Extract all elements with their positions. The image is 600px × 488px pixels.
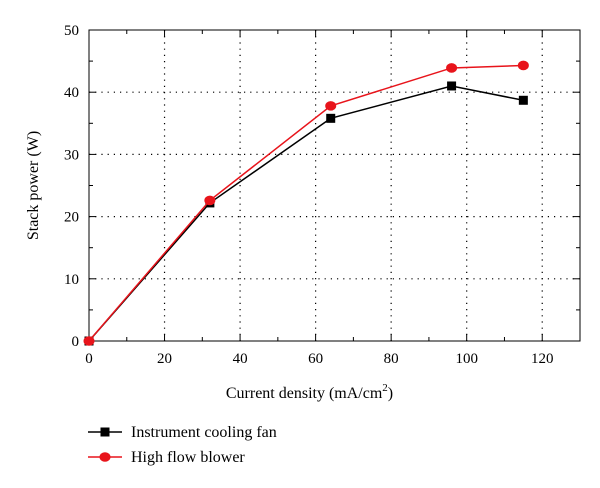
x-tick-label: 120: [531, 351, 554, 367]
series-2: [83, 60, 529, 346]
x-axis-title-suffix: ): [388, 385, 393, 402]
legend-marker: [99, 452, 111, 462]
y-tick-label: 40: [64, 85, 79, 101]
y-tick-label: 0: [72, 334, 80, 350]
x-tick-labels: 0 20 40 60 80 100 120: [85, 351, 553, 367]
legend-marker: [100, 427, 110, 437]
y-tick-label: 10: [64, 272, 79, 288]
data-point: [326, 113, 336, 123]
data-point: [517, 60, 529, 71]
x-tick-label: 60: [308, 351, 323, 367]
x-axis-title: Current density (mA/cm2): [226, 382, 393, 402]
y-axis-title: Stack power (W): [25, 131, 42, 240]
legend-item: Instrument cooling fan: [88, 424, 277, 441]
data-point: [446, 63, 458, 73]
x-axis-title-main: Current density (mA/cm: [226, 385, 383, 402]
y-tick-labels: 0 10 20 30 40 50: [64, 23, 79, 350]
x-tick-label: 80: [384, 351, 399, 367]
data-point: [83, 336, 95, 346]
legend-item: High flow blower: [88, 449, 245, 466]
x-axis-title-superscript: 2: [382, 382, 388, 394]
legend: Instrument cooling fan High flow blower: [88, 424, 277, 466]
x-tick-label: 100: [455, 351, 478, 367]
y-tick-label: 30: [64, 147, 79, 163]
axis-ticks: [88, 29, 581, 342]
x-tick-label: 40: [233, 351, 248, 367]
x-tick-label: 0: [85, 351, 93, 367]
data-point: [204, 195, 216, 206]
gridlines: [89, 30, 580, 341]
plot-area-frame: [88, 29, 581, 342]
data-point: [518, 95, 528, 105]
series-layer: [83, 60, 529, 346]
legend-label: Instrument cooling fan: [131, 424, 277, 441]
series-line: [88, 64, 524, 342]
data-point: [447, 81, 457, 91]
y-tick-label: 50: [64, 23, 79, 39]
x-tick-label: 20: [157, 351, 172, 367]
series-1: [84, 81, 528, 346]
data-point: [325, 101, 337, 111]
y-tick-label: 20: [64, 210, 79, 226]
legend-label: High flow blower: [131, 449, 245, 466]
